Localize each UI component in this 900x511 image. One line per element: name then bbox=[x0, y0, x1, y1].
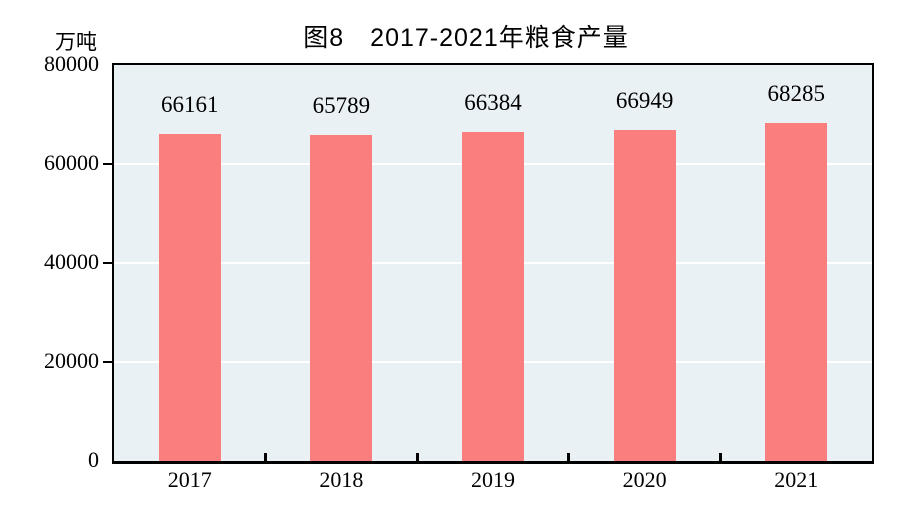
y-axis-unit-label: 万吨 bbox=[55, 30, 97, 54]
x-tick-label: 2017 bbox=[167, 467, 212, 492]
bar-value-label: 68285 bbox=[767, 80, 825, 106]
y-tick-label: 40000 bbox=[44, 249, 99, 274]
y-tick-label: 0 bbox=[88, 447, 99, 472]
x-tick-mark bbox=[567, 453, 571, 461]
y-tick-label: 20000 bbox=[44, 348, 99, 373]
y-tick-label: 80000 bbox=[44, 51, 99, 76]
bar bbox=[310, 135, 373, 461]
plot-area: 66161 65789 66384 66949 68285 bbox=[103, 63, 874, 464]
bar bbox=[613, 129, 676, 461]
bar-value-label: 65789 bbox=[312, 93, 371, 119]
bar bbox=[765, 122, 828, 461]
x-tick-label: 2019 bbox=[471, 467, 515, 492]
bar-value-label: 66384 bbox=[464, 90, 522, 116]
bar bbox=[462, 132, 524, 461]
x-tick-label: 2020 bbox=[622, 467, 667, 492]
bar bbox=[158, 133, 221, 461]
x-tick-mark bbox=[415, 453, 419, 461]
bar-value-label: 66949 bbox=[615, 87, 674, 113]
chart-title: 图8 2017-2021年粮食产量 bbox=[303, 24, 629, 52]
x-tick-mark bbox=[264, 453, 268, 461]
bar-value-label: 66161 bbox=[161, 91, 219, 117]
x-tick-label: 2018 bbox=[319, 467, 364, 492]
x-tick-label: 2021 bbox=[774, 467, 819, 492]
y-tick-label: 60000 bbox=[44, 150, 99, 175]
y-tick-mark bbox=[103, 262, 112, 264]
y-tick-mark bbox=[103, 163, 112, 165]
x-tick-mark bbox=[718, 453, 722, 461]
y-tick-mark bbox=[103, 361, 112, 363]
